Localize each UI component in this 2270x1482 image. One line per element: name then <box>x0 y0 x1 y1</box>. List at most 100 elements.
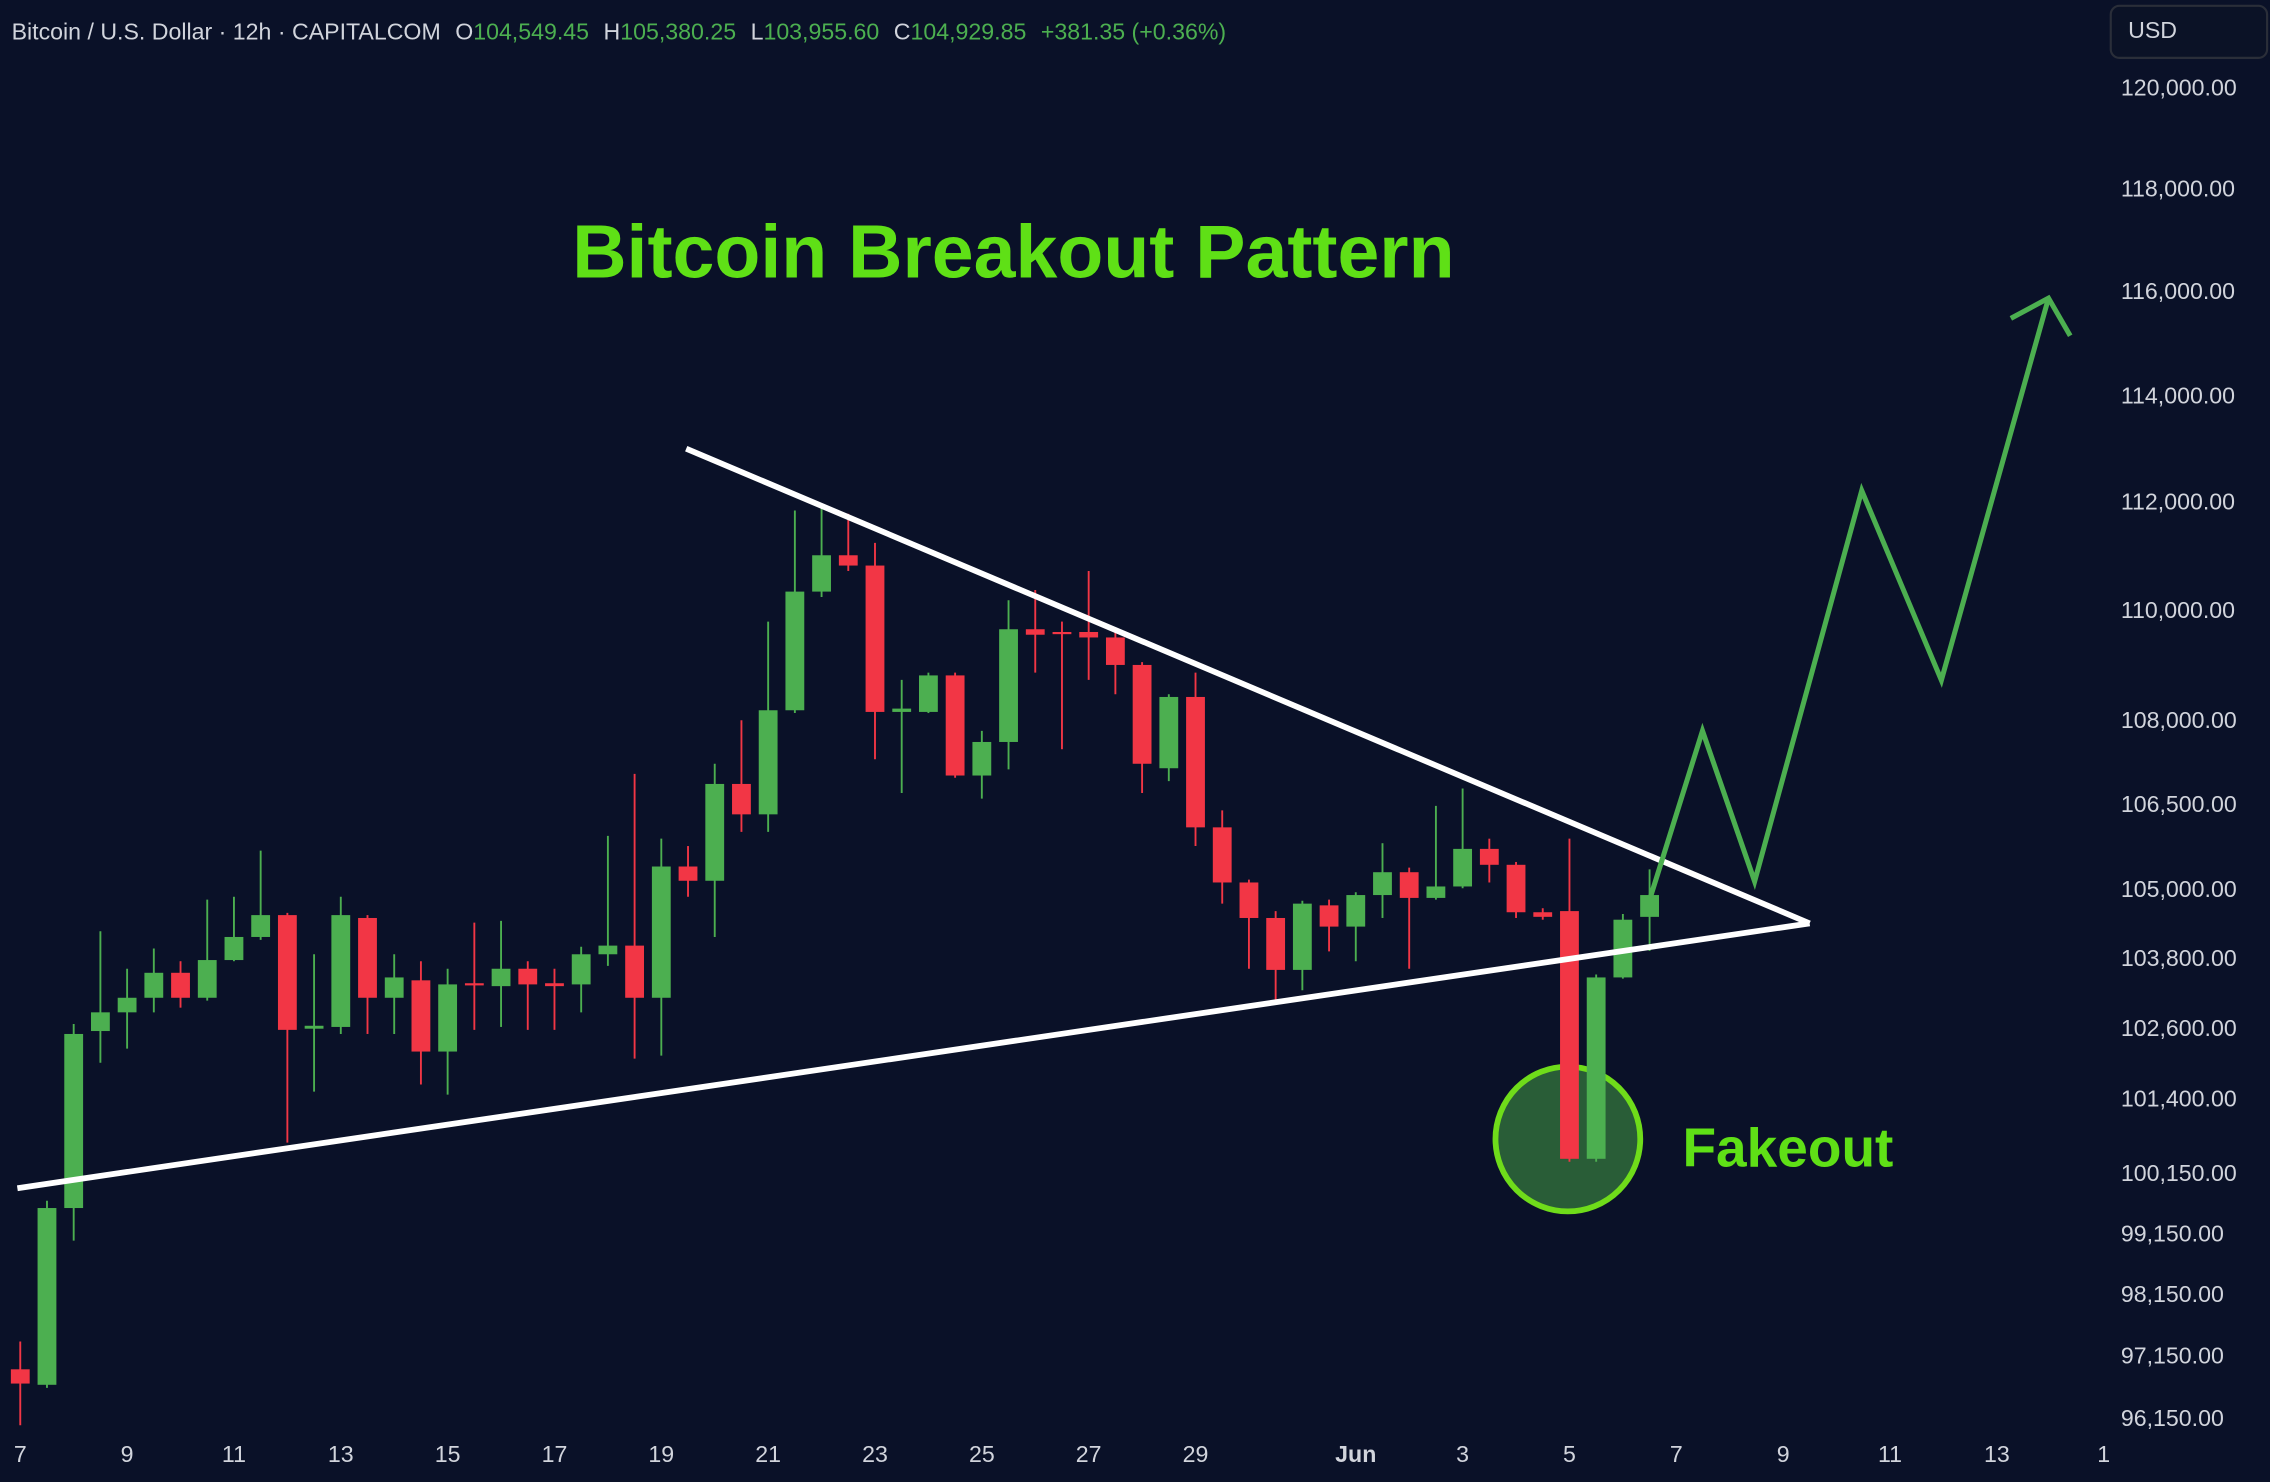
x-tick-label: 7 <box>1670 1441 1683 1467</box>
candle-body <box>1079 631 1099 638</box>
symbol: Bitcoin / U.S. Dollar · 12h · CAPITALCOM <box>12 18 441 44</box>
candle-body <box>464 983 484 986</box>
candle-body <box>945 675 965 776</box>
candle-body <box>171 972 190 998</box>
candle-body <box>678 866 698 881</box>
candle-body <box>144 972 164 998</box>
candle-body <box>1105 637 1125 665</box>
resistance-line <box>685 445 1811 927</box>
quote-value: 104,549.45 <box>473 18 589 44</box>
y-axis: 120,000.00 118,000.00 116,000.00 114,000.00… <box>2121 74 2237 1430</box>
candle-body <box>1426 886 1446 898</box>
y-tick-label: 101,400.00 <box>2121 1086 2237 1112</box>
candle-body <box>812 555 831 592</box>
candle-body <box>1453 848 1473 887</box>
x-tick-label: 13 <box>1984 1441 2010 1467</box>
y-tick-label: 96,150.00 <box>2121 1405 2224 1431</box>
y-tick-label: 98,150.00 <box>2121 1281 2224 1307</box>
y-tick-label: 120,000.00 <box>2121 74 2237 100</box>
candle-body <box>384 977 404 998</box>
candle-body <box>1640 895 1659 917</box>
x-tick-label: 21 <box>755 1441 781 1467</box>
candle-body <box>1479 848 1499 865</box>
candle-body <box>1212 827 1232 883</box>
candle-body <box>358 917 377 998</box>
candle-body <box>598 945 618 955</box>
candle-body <box>999 629 1018 742</box>
candle-body <box>197 960 217 998</box>
y-tick-label: 116,000.00 <box>2121 278 2235 304</box>
chart-title: Bitcoin Breakout Pattern <box>572 209 1454 293</box>
candle-body <box>972 741 992 776</box>
x-tick-label: 25 <box>969 1441 995 1467</box>
quote-key: L <box>751 18 764 44</box>
support-line <box>16 920 1811 1192</box>
candle-body <box>64 1033 84 1209</box>
y-tick-label: 106,500.00 <box>2121 791 2237 817</box>
candle-body <box>919 675 938 712</box>
candle-body <box>1506 864 1526 913</box>
candle-body <box>304 1025 324 1029</box>
candle-body <box>785 591 805 711</box>
candle-body <box>651 866 671 998</box>
candle-body <box>1052 631 1072 635</box>
x-tick-label: Jun <box>1335 1441 1376 1467</box>
candle-body <box>411 980 431 1052</box>
y-tick-label: 103,800.00 <box>2121 945 2237 971</box>
candle-body <box>892 708 912 712</box>
currency-button[interactable] <box>2109 4 2269 59</box>
candle-body <box>1239 882 1259 918</box>
y-tick-label: 118,000.00 <box>2121 175 2235 201</box>
candle-body <box>758 710 778 815</box>
x-tick-label: 9 <box>121 1441 134 1467</box>
candle-body <box>10 1369 30 1384</box>
y-tick-label: 102,600.00 <box>2121 1015 2237 1041</box>
candle-body <box>438 984 458 1052</box>
y-tick-label: 99,150.00 <box>2121 1220 2224 1246</box>
x-tick-label: 7 <box>14 1441 27 1467</box>
x-tick-label: 9 <box>1777 1441 1790 1467</box>
candle-body <box>251 915 271 937</box>
candle-body <box>1159 696 1179 769</box>
candle-body <box>1266 917 1286 970</box>
quote-key: H <box>604 18 621 44</box>
x-tick-label: 13 <box>328 1441 354 1467</box>
x-tick-label: 27 <box>1076 1441 1102 1467</box>
y-tick-label: 114,000.00 <box>2121 382 2235 408</box>
candle-body <box>90 1012 110 1032</box>
y-tick-label: 105,000.00 <box>2121 876 2237 902</box>
candle-body <box>1132 664 1152 764</box>
candle-body <box>1346 895 1366 927</box>
candle-body <box>331 915 351 1027</box>
currency[interactable]: USD <box>2128 17 2177 43</box>
candle-body <box>1399 872 1419 898</box>
quote-value: 103,955.60 <box>763 18 879 44</box>
x-tick-label: 11 <box>222 1441 246 1467</box>
x-tick-label: 1 <box>2097 1441 2110 1467</box>
x-tick-label: 19 <box>648 1441 674 1467</box>
candle-body <box>705 783 725 881</box>
price-change: +381.35 (+0.36%) <box>1041 18 1226 44</box>
candle-body <box>117 997 137 1013</box>
candle-body <box>491 968 511 987</box>
y-tick-label: 97,150.00 <box>2121 1343 2224 1369</box>
candle-body <box>1586 977 1606 1159</box>
x-tick-label: 15 <box>435 1441 461 1467</box>
candle-body <box>224 936 244 961</box>
candle-body <box>1186 696 1205 828</box>
candle-body <box>518 968 538 985</box>
candle-body <box>1025 629 1045 635</box>
candle-body <box>838 555 858 566</box>
annotation: Fakeout <box>1682 1117 1893 1179</box>
x-tick-label: 17 <box>542 1441 568 1467</box>
x-tick-label: 3 <box>1456 1441 1469 1467</box>
quote-value: 104,929.85 <box>910 18 1026 44</box>
y-tick-label: 108,000.00 <box>2121 707 2237 733</box>
symbol-header: Bitcoin / U.S. Dollar · 12h · CAPITALCOM… <box>12 18 1227 44</box>
x-tick-label: 11 <box>1878 1441 1902 1467</box>
candle-body <box>1533 912 1553 917</box>
projection-arrowhead <box>2009 294 2073 338</box>
